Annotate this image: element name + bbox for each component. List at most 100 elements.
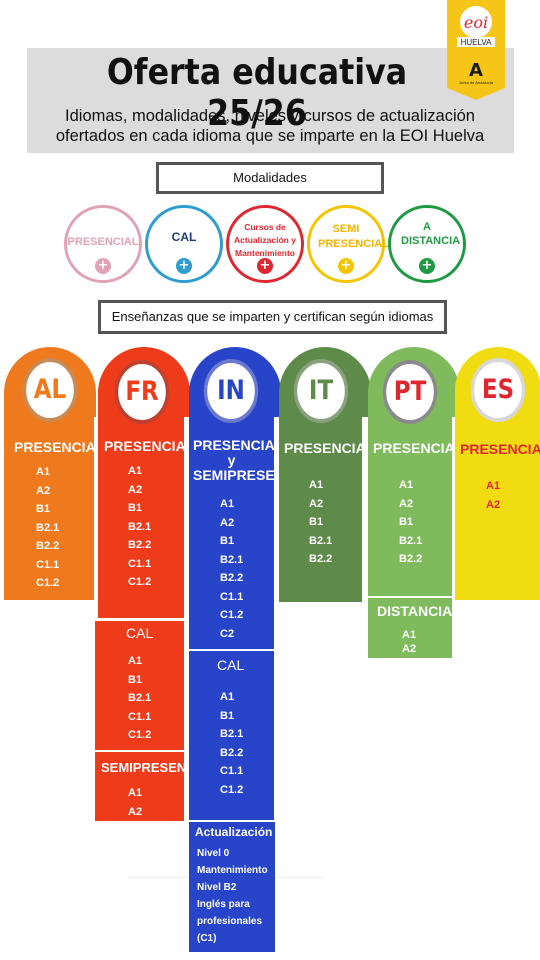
cal-heading: CAL <box>217 657 245 673</box>
level-item: B1 <box>399 516 414 528</box>
level-item: B2.1 <box>220 553 244 566</box>
level-item: A1 <box>220 498 235 510</box>
svg-text:Junta de Andalucía: Junta de Andalucía <box>459 80 494 85</box>
presencial-semipresencial-heading: PRESENCIAL y SEMIPRESEN. <box>193 437 289 483</box>
level-item: B1 <box>220 709 235 722</box>
level-item: C1.2 <box>128 576 152 588</box>
level-item: B1 <box>36 503 51 515</box>
level-item: C1.2 <box>128 729 152 741</box>
modality-actualizacion: Cursos de Actualización y Mantenimiento … <box>226 205 304 283</box>
svg-text:HUELVA: HUELVA <box>461 38 492 47</box>
modality-presencial: PRESENCIAL + <box>64 205 142 283</box>
svg-text:eoi: eoi <box>464 13 488 32</box>
page-title: Oferta educativa 25/26 <box>106 52 408 134</box>
level-item: B2.1 <box>399 534 423 547</box>
column-body-lower <box>95 621 184 821</box>
presencial-heading: PRESENCIAL <box>284 440 375 456</box>
header-banner <box>27 48 514 153</box>
level-item: A1 <box>402 629 417 641</box>
level-item: B2.2 <box>220 746 244 759</box>
page-subtitle: Idiomas, modalidades, niveles y cursos d… <box>55 107 485 145</box>
column-body <box>98 390 184 618</box>
eoi-huelva-logo: eoi HUELVA A Junta de Andalucía <box>447 0 505 100</box>
level-item: B2.1 <box>128 520 152 533</box>
level-item: C1.1 <box>36 558 60 571</box>
level-item: A2 <box>399 497 414 510</box>
course-item: Nivel 0 <box>197 848 230 859</box>
plus-icon: + <box>95 258 111 274</box>
level-list: A1 A2 B1 B2.1 B2.2 C1.1 C1.2 <box>36 463 94 593</box>
presencial-heading: PRESENCIAL <box>104 438 195 454</box>
level-item: A1 <box>486 480 501 492</box>
level-item: A2 <box>128 805 143 818</box>
cal-heading: CAL <box>126 625 154 641</box>
level-item: B2.1 <box>36 521 60 534</box>
level-list: A1 A2 B1 B2.1 B2.2 C1.1 C1.2 C2 <box>220 495 270 643</box>
modality-semipresencial: SEMI PRESENCIAL + <box>307 205 389 283</box>
level-item: B2.1 <box>309 534 333 547</box>
column-body <box>189 390 274 820</box>
language-badge-pt: PT <box>382 360 438 424</box>
plus-icon: + <box>257 258 273 274</box>
modality-distancia: A DISTANCIA + <box>388 205 466 283</box>
column-body <box>455 390 540 600</box>
distancia-heading: DISTANCIA <box>377 603 453 619</box>
level-item: B1 <box>309 516 324 528</box>
level-item: B2.2 <box>399 553 423 565</box>
level-item: A2 <box>402 643 417 655</box>
level-list: A1 A2 B1 B2.1 B2.2 C1.1 C1.2 <box>128 462 184 592</box>
level-item: A2 <box>128 483 143 496</box>
svg-text:A: A <box>469 60 483 81</box>
level-item: C1.2 <box>220 783 244 796</box>
column-body <box>4 390 94 600</box>
actualizacion-list: Nivel 0 Mantenimiento Nivel B2 Inglés pa… <box>197 845 277 947</box>
language-badge-it: IT <box>293 359 349 423</box>
modalidades-label: Modalidades <box>156 162 384 194</box>
semi-level-list: A1 A2 <box>128 784 178 821</box>
presencial-heading: PRESENCIAL <box>373 440 464 456</box>
level-item: A1 <box>399 479 414 491</box>
level-item: A2 <box>220 516 235 529</box>
level-item: C1.1 <box>220 590 244 603</box>
course-item: Nivel B2 <box>197 882 237 893</box>
level-list: A1 A2 B1 B2.1 B2.2 <box>309 476 359 569</box>
column-body <box>279 390 362 602</box>
divider <box>95 750 184 752</box>
language-badge-in: IN <box>203 359 259 423</box>
plus-icon: + <box>176 258 192 274</box>
plus-icon: + <box>419 258 435 274</box>
language-badge-es: ES <box>470 358 526 422</box>
level-item: A2 <box>36 484 51 497</box>
level-item: A1 <box>309 479 324 491</box>
level-item: C1.2 <box>36 577 60 589</box>
level-item: C1.1 <box>128 710 152 723</box>
level-item: B2.1 <box>220 728 244 740</box>
course-item: Inglés para profesionales (C1) <box>197 899 263 944</box>
language-badge-al: AL <box>22 358 78 422</box>
level-item: B1 <box>128 502 143 514</box>
level-item: B2.2 <box>220 572 244 584</box>
dist-level-list: A1 A2 <box>402 628 452 656</box>
ensenanzas-label: Enseñanzas que se imparten y certifican … <box>98 300 447 334</box>
column-body-lower <box>189 822 275 952</box>
level-item: B2.1 <box>128 692 152 704</box>
level-item: C1.2 <box>220 609 244 621</box>
level-item: C1.1 <box>128 557 152 570</box>
column-body <box>368 390 452 658</box>
level-item: B1 <box>220 535 235 547</box>
presencial-heading: PRESENCIAL <box>460 441 540 457</box>
language-badge-fr: FR <box>114 360 170 424</box>
cal-level-list: A1 B1 B2.1 C1.1 C1.2 <box>128 652 178 745</box>
modality-cal: CAL + <box>145 205 223 283</box>
level-item: B2.2 <box>36 540 60 552</box>
level-item: C2 <box>220 627 235 640</box>
level-list: A1 A2 <box>486 477 536 514</box>
plus-icon: + <box>338 258 354 274</box>
level-item: A1 <box>220 691 235 703</box>
level-item: A2 <box>486 498 501 511</box>
level-item: A1 <box>128 655 143 667</box>
level-item: B2.2 <box>128 539 152 551</box>
presencial-heading: PRESENCIAL <box>14 439 105 455</box>
actualizacion-heading: Actualización <box>195 825 273 839</box>
level-item: B1 <box>128 673 143 686</box>
